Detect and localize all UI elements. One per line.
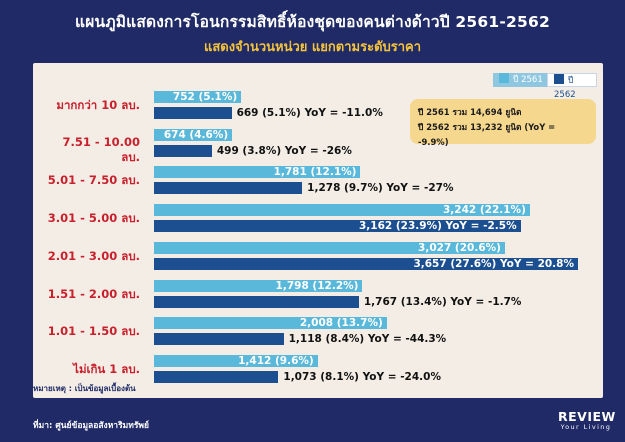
bar-label-2562: 3,657 (27.6%) YoY = 20.8% [413, 258, 574, 270]
legend-label-2562: ปี 2562 [554, 76, 576, 100]
bar-2562 [154, 258, 578, 270]
bar-label-2562: 1,278 (9.7%) YoY = -27% [307, 182, 454, 194]
category-label: 1.51 - 2.00 ลบ. [47, 287, 140, 301]
bar-label-2561: 1,412 (9.6%) [238, 355, 314, 367]
legend-swatch-2561 [499, 73, 509, 83]
logo-tagline: Your Living [560, 423, 612, 431]
review-logo: REVIEW Your Living [558, 409, 616, 431]
footnote: หมายเหตุ : เป็นข้อมูลเบื้องต้น [33, 384, 136, 393]
category-label: 5.01 - 7.50 ลบ. [47, 173, 140, 187]
bar-label-2561: 3,027 (20.6%) [418, 242, 501, 254]
bar-2562 [154, 333, 284, 345]
source-note: ที่มา: ศูนย์ข้อมูลอสังหาริมทรัพย์ [33, 421, 149, 431]
bar-2561 [154, 280, 363, 292]
bar-label-2562: 1,767 (13.4%) YoY = -1.7% [363, 296, 522, 308]
legend-item-2562: ปี 2562 [547, 73, 597, 100]
bar-2561 [154, 355, 318, 367]
bar-label-2561: 3,242 (22.1%) [442, 204, 526, 216]
bar-label-2561: 752 (5.1%) [172, 91, 238, 103]
bar-label-2562: 1,118 (8.4%) YoY = -44.3% [288, 333, 447, 345]
bar-2561 [154, 91, 242, 103]
chart-subtitle: แสดงจำนวนหน่วย แยกตามระดับราคา [203, 40, 422, 55]
bar-label-2561: 674 (4.6%) [163, 129, 229, 141]
bar-label-2562: 3,162 (23.9%) YoY = -2.5% [359, 220, 517, 232]
bar-2561 [154, 166, 361, 178]
bar-2562 [154, 145, 212, 157]
bar-2561 [154, 317, 387, 329]
summary-line-2561: ปี 2561 รวม 14,694 ยูนิต [418, 107, 522, 117]
summary-box: ปี 2561 รวม 14,694 ยูนิต ปี 2562 รวม 13,… [410, 99, 596, 147]
bar-label-2561: 2,008 (13.7%) [299, 317, 383, 329]
legend-swatch-2562 [554, 74, 564, 84]
bar-label-2562: 669 (5.1%) YoY = -11.0% [236, 107, 383, 119]
category-label: 2.01 - 3.00 ลบ. [47, 249, 140, 263]
bar-2562 [154, 371, 279, 383]
bar-2561 [154, 204, 530, 216]
category-label: 1.01 - 1.50 ลบ. [47, 324, 140, 338]
bar-2561 [154, 242, 505, 254]
bar-2562 [154, 182, 303, 194]
bar-label-2562: 499 (3.8%) YoY = -26% [216, 145, 352, 157]
category-label: 7.51 - 10.00 ลบ. [62, 135, 140, 164]
legend-label-2561: ปี 2561 [513, 75, 543, 85]
category-label: ไม่เกิน 1 ลบ. [73, 362, 140, 376]
bar-label-2561: 1,781 (12.1%) [273, 166, 357, 178]
summary-line-2562: ปี 2562 รวม 13,232 ยูนิต (YoY = -9.9%) [418, 122, 556, 147]
category-label: 3.01 - 5.00 ลบ. [47, 211, 140, 225]
bar-label-2562: 1,073 (8.1%) YoY = -24.0% [283, 371, 441, 383]
legend-item-2561: ปี 2561 [493, 73, 550, 87]
chart-title: แผนภูมิแสดงการโอนกรรมสิทธิ์ห้องชุดของคนต… [75, 13, 550, 31]
bar-2562 [154, 107, 232, 119]
logo-text: REVIEW [558, 409, 616, 424]
bar-label-2561: 1,798 (12.2%) [275, 280, 359, 292]
bar-2562 [154, 220, 521, 232]
category-label: มากกว่า 10 ลบ. [56, 98, 140, 112]
bar-2561 [154, 129, 233, 141]
bar-2562 [154, 296, 359, 308]
